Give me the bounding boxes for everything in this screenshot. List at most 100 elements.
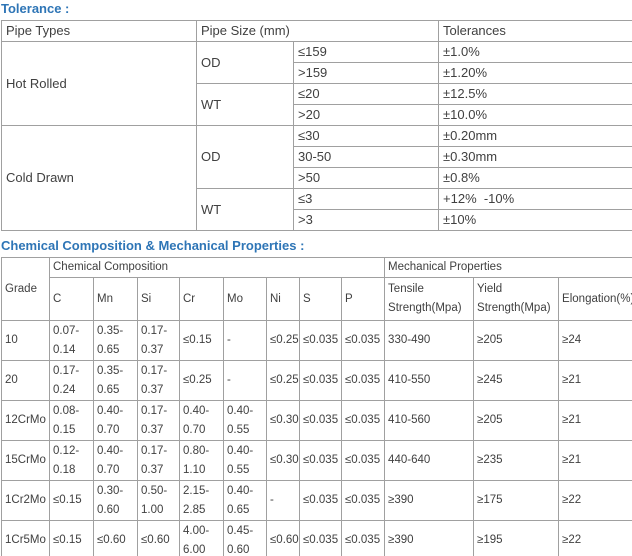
cell-yield: ≥245 <box>473 360 560 401</box>
col-header-yield-strength: Yield Strength(Mpa) <box>473 277 560 321</box>
tolerance-title: Tolerance : <box>1 1 70 16</box>
cell-ni: ≤0.30 <box>266 400 300 441</box>
col-header-mn: Mn <box>93 277 138 321</box>
cell-cr: 2.15- 2.85 <box>179 480 224 521</box>
chem-group-header-row: Grade Chemical Composition Mechanical Pr… <box>1 257 632 321</box>
col-header-cr: Cr <box>179 277 224 321</box>
col-header-mechanical-properties: Mechanical Properties <box>384 257 632 278</box>
cell-tensile: ≥390 <box>384 520 475 556</box>
cell-si: 0.17- 0.37 <box>137 440 180 481</box>
cell-size: ≤159 <box>292 41 440 63</box>
cell-si: ≤0.60 <box>137 520 180 556</box>
cell-mo: - <box>223 320 267 361</box>
cell-size: >3 <box>292 209 440 231</box>
cell-p: ≤0.035 <box>340 520 386 556</box>
cell-c: ≤0.15 <box>49 480 94 521</box>
chem-sub-header-row: C Mn Si Cr Mo Ni S P Tensile Strength(Mp… <box>2 277 632 321</box>
table-row: WT ≤20 ±12.5% <box>2 83 632 126</box>
cell-grade: 10 <box>1 320 50 361</box>
cell-size: >20 <box>292 104 440 126</box>
table-row: >50 ±0.8% <box>2 167 632 189</box>
col-header-tolerances: Tolerances <box>438 20 632 42</box>
cell-cr: 4.00- 6.00 <box>179 520 224 556</box>
col-header-s: S <box>299 277 342 321</box>
cell-tensile: 330-490 <box>384 320 475 361</box>
cell-tolerance: ±10.0% <box>438 104 632 126</box>
col-header-tensile-strength: Tensile Strength(Mpa) <box>384 277 475 321</box>
cell-cr: 0.40- 0.70 <box>179 400 224 441</box>
cell-yield: ≥235 <box>473 440 560 481</box>
cell-grade: 20 <box>1 360 50 401</box>
cell-c: ≤0.15 <box>49 520 94 556</box>
cell-mo: 0.40- 0.55 <box>223 400 267 441</box>
cell-p: ≤0.035 <box>340 440 386 481</box>
chem-title: Chemical Composition & Mechanical Proper… <box>1 238 305 253</box>
col-header-pipe-types: Pipe Types <box>1 20 197 42</box>
cell-tensile: ≥390 <box>384 480 475 521</box>
cell-elongation: ≥24 <box>558 320 632 361</box>
table-row: >3 ±10% <box>2 209 632 231</box>
cell-s: ≤0.035 <box>299 400 342 441</box>
cell-elongation: ≥22 <box>558 520 632 556</box>
cell-tensile: 440-640 <box>384 440 475 481</box>
cell-p: ≤0.035 <box>340 400 386 441</box>
cell-c: 0.12- 0.18 <box>49 440 94 481</box>
cell-p: ≤0.035 <box>340 480 386 521</box>
col-header-si: Si <box>137 277 180 321</box>
cell-yield: ≥175 <box>473 480 560 521</box>
col-header-ni: Ni <box>266 277 300 321</box>
cell-pipe-type-cold-drawn: Cold Drawn <box>1 125 197 231</box>
cell-grade: 1Cr2Mo <box>1 480 50 521</box>
cell-tolerance: ±12.5% <box>438 83 632 105</box>
cell-cr: 0.80- 1.10 <box>179 440 224 481</box>
cell-yield: ≥205 <box>473 320 560 361</box>
cell-mn: 0.35- 0.65 <box>93 360 138 401</box>
cell-si: 0.17- 0.37 <box>137 400 180 441</box>
cell-mo: 0.40- 0.55 <box>223 440 267 481</box>
cell-grade: 15CrMo <box>1 440 50 481</box>
cell-ni: ≤0.25 <box>266 320 300 361</box>
cell-c: 0.07- 0.14 <box>49 320 94 361</box>
table-row: 12CrMo 0.08- 0.15 0.40- 0.70 0.17- 0.37 … <box>1 400 632 441</box>
cell-p: ≤0.035 <box>340 360 386 401</box>
col-header-pipe-size: Pipe Size (mm) <box>195 20 440 42</box>
cell-mn: 0.40- 0.70 <box>93 440 138 481</box>
table-row: 10 0.07- 0.14 0.35- 0.65 0.17- 0.37 ≤0.1… <box>1 320 632 361</box>
cell-elongation: ≥21 <box>558 360 632 401</box>
cell-mo: 0.40- 0.65 <box>223 480 267 521</box>
cell-size: ≤3 <box>292 188 440 210</box>
cell-dim-wt: WT <box>196 188 294 231</box>
table-row: 1Cr2Mo ≤0.15 0.30- 0.60 0.50- 1.00 2.15-… <box>1 480 632 521</box>
cell-size: >50 <box>292 167 440 189</box>
tolerance-table: Pipe Types Pipe Size (mm) Tolerances Hot… <box>1 20 632 231</box>
cell-ni: - <box>266 480 300 521</box>
col-header-elongation: Elongation(%) <box>558 277 632 321</box>
cell-tolerance: ±0.30mm <box>438 146 632 168</box>
col-header-mo: Mo <box>223 277 267 321</box>
cell-grade: 1Cr5Mo <box>1 520 50 556</box>
cell-tensile: 410-550 <box>384 360 475 401</box>
cell-tolerance: +12% -10% <box>438 188 632 210</box>
cell-si: 0.50- 1.00 <box>137 480 180 521</box>
cell-mo: 0.45- 0.60 <box>223 520 267 556</box>
table-row: 1Cr5Mo ≤0.15 ≤0.60 ≤0.60 4.00- 6.00 0.45… <box>1 520 632 556</box>
cell-dim-od: OD <box>196 125 294 189</box>
cell-dim-od: OD <box>196 41 294 84</box>
cell-size: ≤20 <box>292 83 440 105</box>
chem-table: Grade Chemical Composition Mechanical Pr… <box>1 257 632 556</box>
cell-size: 30-50 <box>292 146 440 168</box>
cell-tolerance: ±1.20% <box>438 62 632 84</box>
cell-ni: ≤0.25 <box>266 360 300 401</box>
table-row: 20 0.17- 0.24 0.35- 0.65 0.17- 0.37 ≤0.2… <box>1 360 632 401</box>
cell-mn: 0.40- 0.70 <box>93 400 138 441</box>
tolerance-header-row: Pipe Types Pipe Size (mm) Tolerances <box>1 20 632 42</box>
cell-c: 0.17- 0.24 <box>49 360 94 401</box>
cell-tolerance: ±1.0% <box>438 41 632 63</box>
cell-mn: 0.30- 0.60 <box>93 480 138 521</box>
cell-s: ≤0.035 <box>299 480 342 521</box>
cell-cr: ≤0.15 <box>179 320 224 361</box>
cell-ni: ≤0.60 <box>266 520 300 556</box>
cell-cr: ≤0.25 <box>179 360 224 401</box>
cell-grade: 12CrMo <box>1 400 50 441</box>
